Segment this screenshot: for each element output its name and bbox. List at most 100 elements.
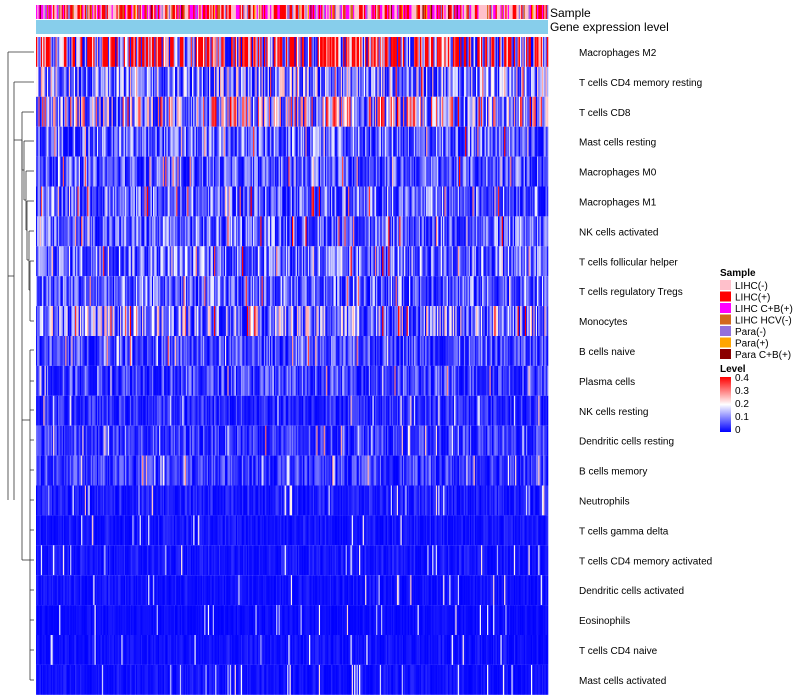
heatmap-cell xyxy=(218,276,221,307)
heatmap-cell xyxy=(120,37,122,67)
heatmap-cell xyxy=(81,216,83,247)
heatmap-cell xyxy=(444,37,446,67)
heatmap-cell xyxy=(513,216,516,247)
heatmap-cell xyxy=(462,216,465,247)
heatmap-cell xyxy=(171,216,173,247)
heatmap-cell xyxy=(89,37,92,67)
heatmap-cell xyxy=(374,66,377,97)
heatmap-cell xyxy=(89,126,92,157)
heatmap-cell xyxy=(501,216,504,247)
heatmap-cell xyxy=(472,126,474,157)
heatmap-cell xyxy=(95,96,98,127)
heatmap-cell xyxy=(348,186,350,217)
heatmap-cell xyxy=(372,37,374,67)
heatmap-cell xyxy=(260,276,262,307)
sample-annotation-cell xyxy=(343,5,345,19)
heatmap-cell xyxy=(438,306,440,336)
heatmap-cell xyxy=(406,276,409,307)
heatmap-cell xyxy=(189,336,192,366)
heatmap-cell xyxy=(322,96,324,127)
heatmap-cell xyxy=(200,156,203,187)
heatmap-cell xyxy=(296,156,299,187)
sample-annotation-cell xyxy=(170,5,172,19)
heatmap-cell xyxy=(271,246,273,277)
heatmap-cell xyxy=(118,126,121,157)
heatmap-cell xyxy=(75,216,77,247)
heatmap-cell xyxy=(133,216,136,247)
sample-annotation-cell xyxy=(510,5,512,19)
heatmap-cell xyxy=(380,96,383,127)
heatmap-cell xyxy=(111,66,114,97)
heatmap-cell xyxy=(118,246,121,277)
heatmap-cell xyxy=(154,96,156,127)
heatmap-cell xyxy=(176,336,178,366)
sample-annotation-cell xyxy=(287,5,289,19)
sample-annotation-cell xyxy=(487,5,489,19)
heatmap-cell xyxy=(463,276,466,307)
heatmap-cell xyxy=(84,156,87,187)
heatmap-cell xyxy=(273,96,276,127)
heatmap-cell xyxy=(440,96,443,127)
heatmap-cell xyxy=(198,37,200,67)
heatmap-cell xyxy=(513,276,516,307)
heatmap-cell xyxy=(83,156,86,187)
heatmap-cell xyxy=(539,37,541,67)
heatmap-cell xyxy=(321,96,323,127)
heatmap-cell xyxy=(135,306,138,336)
heatmap-cell xyxy=(315,126,317,157)
heatmap-cell xyxy=(371,186,373,217)
heatmap-cell xyxy=(88,216,90,247)
sample-annotation-cell xyxy=(187,5,189,19)
heatmap-cell xyxy=(215,156,217,187)
heatmap-cell xyxy=(462,276,465,307)
heatmap-cell xyxy=(232,37,234,67)
heatmap-cell xyxy=(194,246,196,277)
heatmap-cell xyxy=(499,66,501,97)
heatmap-cell xyxy=(83,37,86,67)
heatmap-cell xyxy=(424,156,427,187)
heatmap-cell xyxy=(222,186,225,217)
sample-annotation-cell xyxy=(423,5,426,19)
heatmap-body xyxy=(36,37,549,695)
heatmap-cell xyxy=(281,126,283,157)
heatmap-cell xyxy=(261,306,264,336)
heatmap-cell xyxy=(283,66,285,97)
heatmap-cell xyxy=(345,156,348,187)
heatmap-cell xyxy=(283,276,285,307)
heatmap-cell xyxy=(409,156,411,187)
heatmap-cell xyxy=(187,246,189,277)
sample-annotation-cell xyxy=(129,5,132,19)
heatmap-cell xyxy=(354,276,356,307)
heatmap-cell xyxy=(67,126,70,157)
heatmap-cell xyxy=(320,246,322,277)
heatmap-cell xyxy=(213,126,216,157)
heatmap-cell xyxy=(346,126,349,157)
heatmap-cell xyxy=(416,336,418,366)
heatmap-cell xyxy=(45,276,48,307)
heatmap-cell xyxy=(322,186,324,217)
heatmap-cell xyxy=(73,66,76,97)
heatmap-cell xyxy=(409,246,411,277)
heatmap-cell xyxy=(523,126,526,157)
heatmap-cell xyxy=(99,126,101,157)
heatmap-cell xyxy=(396,276,399,307)
heatmap-cell xyxy=(388,276,390,307)
heatmap-cell xyxy=(498,276,500,307)
heatmap-cell xyxy=(68,126,71,157)
heatmap-cell xyxy=(337,126,339,157)
heatmap-cell xyxy=(90,276,93,307)
heatmap-cell xyxy=(287,66,289,97)
heatmap-cell xyxy=(504,96,506,127)
heatmap-cell xyxy=(228,246,231,277)
heatmap-cell xyxy=(53,246,55,277)
heatmap-cell xyxy=(494,276,496,307)
heatmap-cell xyxy=(321,66,323,97)
heatmap-cell xyxy=(304,216,306,247)
sample-annotation-cell xyxy=(164,5,166,19)
heatmap-cell xyxy=(110,96,112,127)
heatmap-cell xyxy=(93,66,95,97)
heatmap-cell xyxy=(398,156,400,187)
heatmap-cell xyxy=(55,66,58,97)
heatmap-cell xyxy=(64,336,66,366)
heatmap-cell xyxy=(57,66,60,97)
